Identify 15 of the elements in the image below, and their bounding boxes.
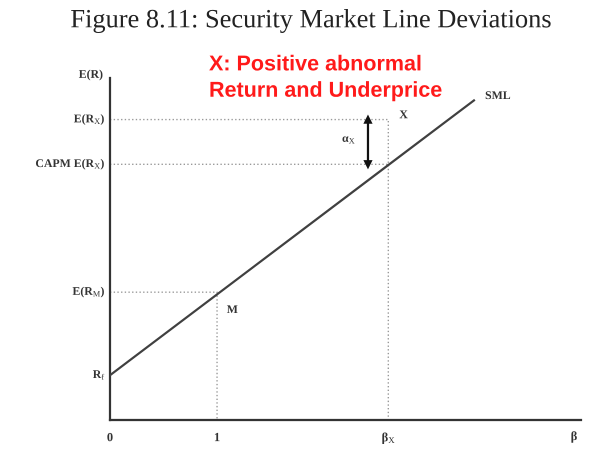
x-axis-title: β	[571, 431, 577, 443]
x-tick-label: 0	[107, 432, 113, 442]
series-label: SML	[486, 91, 510, 100]
annotation: R$_{f}$	[92, 370, 104, 380]
annotation: X	[400, 110, 408, 118]
annotation: α$_{X}$	[342, 136, 355, 144]
x-tick-label: β$_{X}$	[382, 432, 394, 444]
x-tick-label: 1	[214, 432, 220, 442]
annotation: E(R$_{M}$)	[72, 286, 104, 298]
annotation: X: Positive abnormal Return and Underprice	[209, 54, 442, 102]
annotation: CAPM E(R$_{X}$)	[36, 158, 104, 170]
annotation: M	[226, 305, 238, 314]
chart-title: Figure 8.11: Security Market Line Deviations	[71, 8, 551, 34]
y-axis-title: E(R)	[78, 70, 102, 80]
annotation: E(R$_{X}$)	[74, 114, 104, 125]
